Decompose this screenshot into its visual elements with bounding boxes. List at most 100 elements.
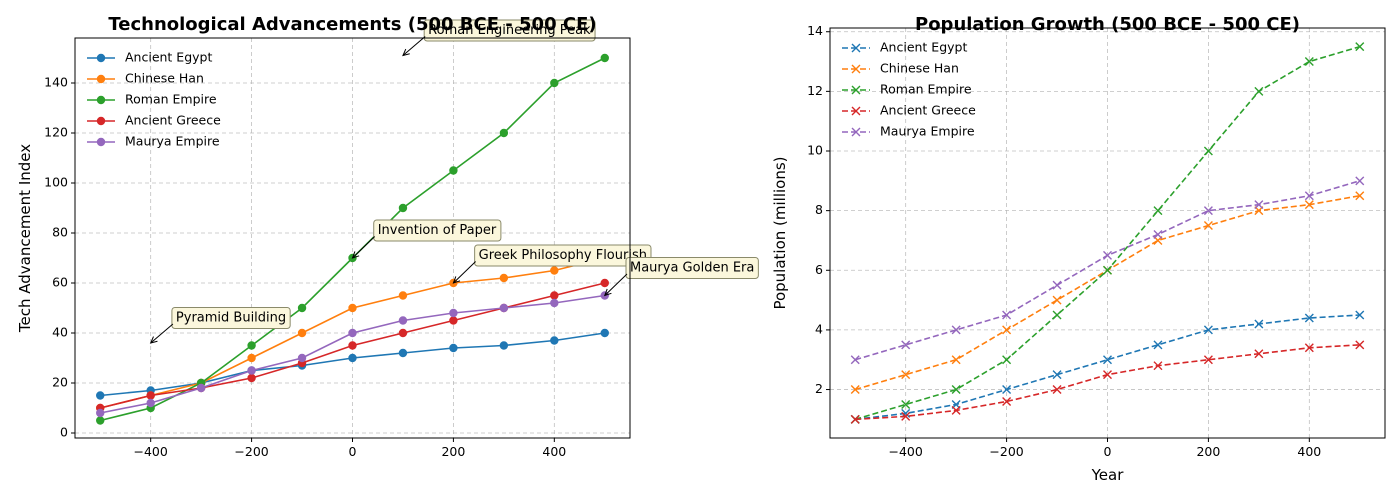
legend-label: Maurya Empire — [880, 124, 975, 139]
data-point — [1203, 221, 1213, 231]
data-point — [499, 341, 509, 350]
data-point — [901, 370, 911, 380]
annotation-box — [423, 19, 596, 42]
legend-marker — [96, 53, 106, 63]
annotation-arrow — [402, 36, 426, 56]
annotation-arrow — [352, 236, 376, 259]
data-point — [96, 391, 105, 400]
x-tick-label: 400 — [1297, 444, 1321, 459]
data-point — [600, 328, 609, 338]
data-point — [1103, 265, 1112, 275]
y-tick-label: 80 — [52, 225, 68, 240]
x-tick-label: −200 — [234, 444, 268, 459]
data-point — [247, 341, 256, 350]
data-point — [951, 405, 961, 415]
data-point — [1203, 146, 1213, 156]
data-point — [1103, 355, 1112, 365]
series-maurya-empire — [850, 176, 1365, 365]
legend-marker — [851, 106, 861, 116]
data-point — [196, 383, 206, 393]
data-point — [449, 166, 458, 175]
data-point — [550, 298, 559, 308]
data-point — [348, 328, 357, 338]
legend-item-chinese-han: Chinese Han — [87, 71, 204, 86]
annotation-pyramid-building: Pyramid Building — [149, 307, 291, 344]
data-point — [600, 53, 609, 63]
data-point — [146, 391, 155, 400]
data-point — [1153, 361, 1163, 371]
annotation-arrow — [453, 261, 476, 284]
data-point — [1304, 343, 1314, 353]
legend-marker — [851, 85, 861, 95]
annotation-box — [373, 219, 502, 242]
data-point — [398, 348, 408, 358]
data-point — [901, 340, 911, 350]
annotation-greek-philosophy-flourish: Greek Philosophy Flourish — [452, 244, 652, 284]
annotation-arrowhead — [149, 336, 158, 344]
legend-item-roman-empire: Roman Empire — [842, 82, 972, 97]
x-tick-label: 0 — [349, 444, 357, 459]
data-point — [1153, 340, 1163, 350]
data-point — [96, 408, 105, 418]
y-tick-label: 20 — [52, 375, 68, 390]
data-point — [1254, 200, 1264, 210]
legend-label: Ancient Greece — [880, 103, 976, 118]
y-tick-label: 8 — [815, 202, 823, 217]
series-ancient-greece — [850, 340, 1365, 424]
y-tick-label: 40 — [52, 325, 68, 340]
annotation-maurya-golden-era: Maurya Golden Era — [603, 257, 759, 297]
data-point — [1002, 355, 1012, 365]
data-point — [951, 325, 961, 335]
y-tick-label: 0 — [60, 425, 68, 440]
data-point — [449, 316, 458, 325]
data-point — [850, 385, 860, 395]
data-point — [1304, 57, 1314, 67]
legend-item-maurya-empire: Maurya Empire — [842, 124, 975, 139]
data-point — [449, 343, 458, 353]
annotation-arrowhead — [351, 251, 360, 259]
legend-marker — [851, 43, 861, 53]
data-point — [1153, 229, 1163, 239]
data-point — [398, 316, 408, 325]
data-point — [499, 303, 509, 313]
data-point — [901, 399, 911, 409]
annotation-label: Maurya Golden Era — [630, 261, 754, 276]
data-point — [1355, 176, 1365, 186]
data-point — [247, 373, 256, 383]
data-point — [499, 128, 509, 138]
data-point — [146, 398, 155, 408]
x-tick-label: −400 — [134, 444, 168, 459]
legend-label: Roman Empire — [880, 82, 972, 97]
data-point — [449, 308, 458, 318]
legend-label: Ancient Egypt — [880, 40, 967, 55]
data-point — [1002, 396, 1012, 406]
data-point — [1304, 313, 1314, 323]
legend-marker — [96, 74, 106, 84]
legend: Ancient Egypt Chinese Han Roman Empire Anci… — [87, 50, 221, 149]
data-point — [1355, 310, 1365, 320]
annotation-box — [171, 307, 291, 329]
data-point — [1052, 370, 1062, 380]
x-tick-label: 0 — [1104, 444, 1112, 459]
legend-label: Roman Empire — [125, 92, 217, 107]
data-point — [1203, 325, 1213, 335]
data-point — [348, 303, 357, 313]
legend-item-ancient-greece: Ancient Greece — [87, 113, 221, 128]
annotation-box — [474, 244, 652, 267]
y-tick-label: 10 — [807, 143, 823, 158]
data-point — [550, 78, 559, 88]
data-point — [951, 385, 961, 395]
data-point — [1153, 206, 1163, 216]
data-point — [550, 291, 559, 300]
data-point — [348, 341, 357, 350]
data-point — [1002, 325, 1012, 335]
data-point — [1052, 385, 1062, 395]
x-tick-label: −200 — [989, 444, 1023, 459]
legend-label: Ancient Greece — [125, 113, 221, 128]
series-chinese-han — [850, 191, 1365, 395]
legend-label: Ancient Egypt — [125, 50, 212, 65]
data-point — [247, 353, 256, 363]
legend-item-ancient-greece: Ancient Greece — [842, 103, 976, 118]
data-point — [1103, 250, 1112, 260]
data-point — [499, 273, 509, 283]
